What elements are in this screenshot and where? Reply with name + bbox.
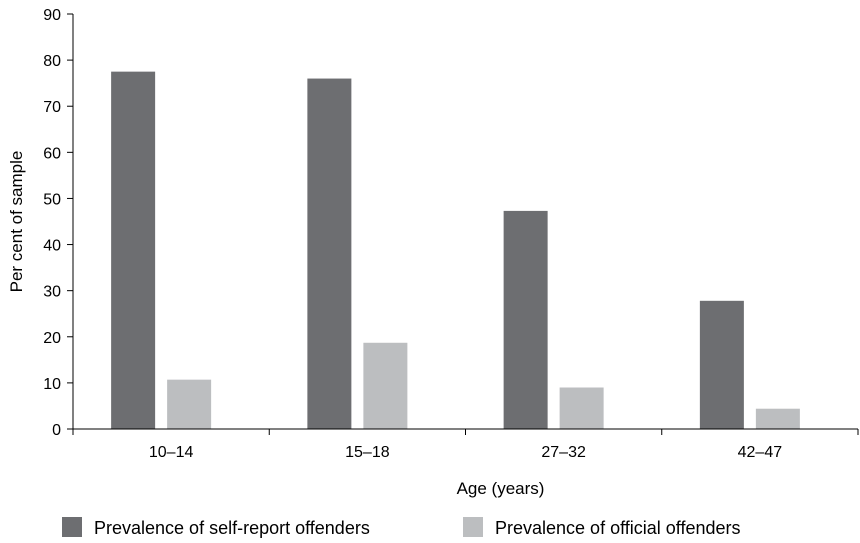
y-tick-label: 80	[43, 53, 61, 70]
x-axis-title: Age (years)	[457, 479, 545, 498]
legend-swatch-official	[463, 517, 483, 537]
x-tick-label: 15–18	[345, 444, 390, 461]
bar-self-report	[699, 300, 744, 429]
bar-official	[755, 408, 800, 429]
bar-official	[559, 387, 604, 429]
legend-swatch-self-report	[62, 517, 82, 537]
x-tick-label: 27–32	[541, 444, 586, 461]
bar-self-report	[111, 71, 156, 429]
y-axis-title: Per cent of sample	[7, 151, 26, 293]
y-tick-label: 0	[52, 422, 61, 439]
y-tick-label: 30	[43, 284, 61, 301]
x-tick-label: 10–14	[149, 444, 194, 461]
y-tick-label: 60	[43, 145, 61, 162]
legend: Prevalence of self-report offenders Prev…	[62, 517, 741, 538]
bar-official	[167, 379, 212, 429]
y-tick-label: 70	[43, 99, 61, 116]
bar-official	[363, 342, 408, 429]
y-axis-ticks: 0 10 20 30 40 50 60 70 80 90	[43, 7, 73, 439]
y-tick-label: 10	[43, 376, 61, 393]
legend-label-official: Prevalence of official offenders	[495, 518, 741, 538]
bar-self-report	[503, 210, 548, 429]
y-tick-label: 40	[43, 238, 61, 255]
y-tick-label: 20	[43, 330, 61, 347]
x-axis-ticks: 10–14 15–18 27–32 42–47	[72, 429, 859, 461]
bar-self-report	[307, 78, 352, 430]
x-tick-label: 42–47	[738, 444, 783, 461]
y-tick-label: 90	[43, 7, 61, 24]
bars-layer	[111, 71, 800, 430]
y-tick-label: 50	[43, 191, 61, 208]
legend-label-self-report: Prevalence of self-report offenders	[94, 518, 370, 538]
